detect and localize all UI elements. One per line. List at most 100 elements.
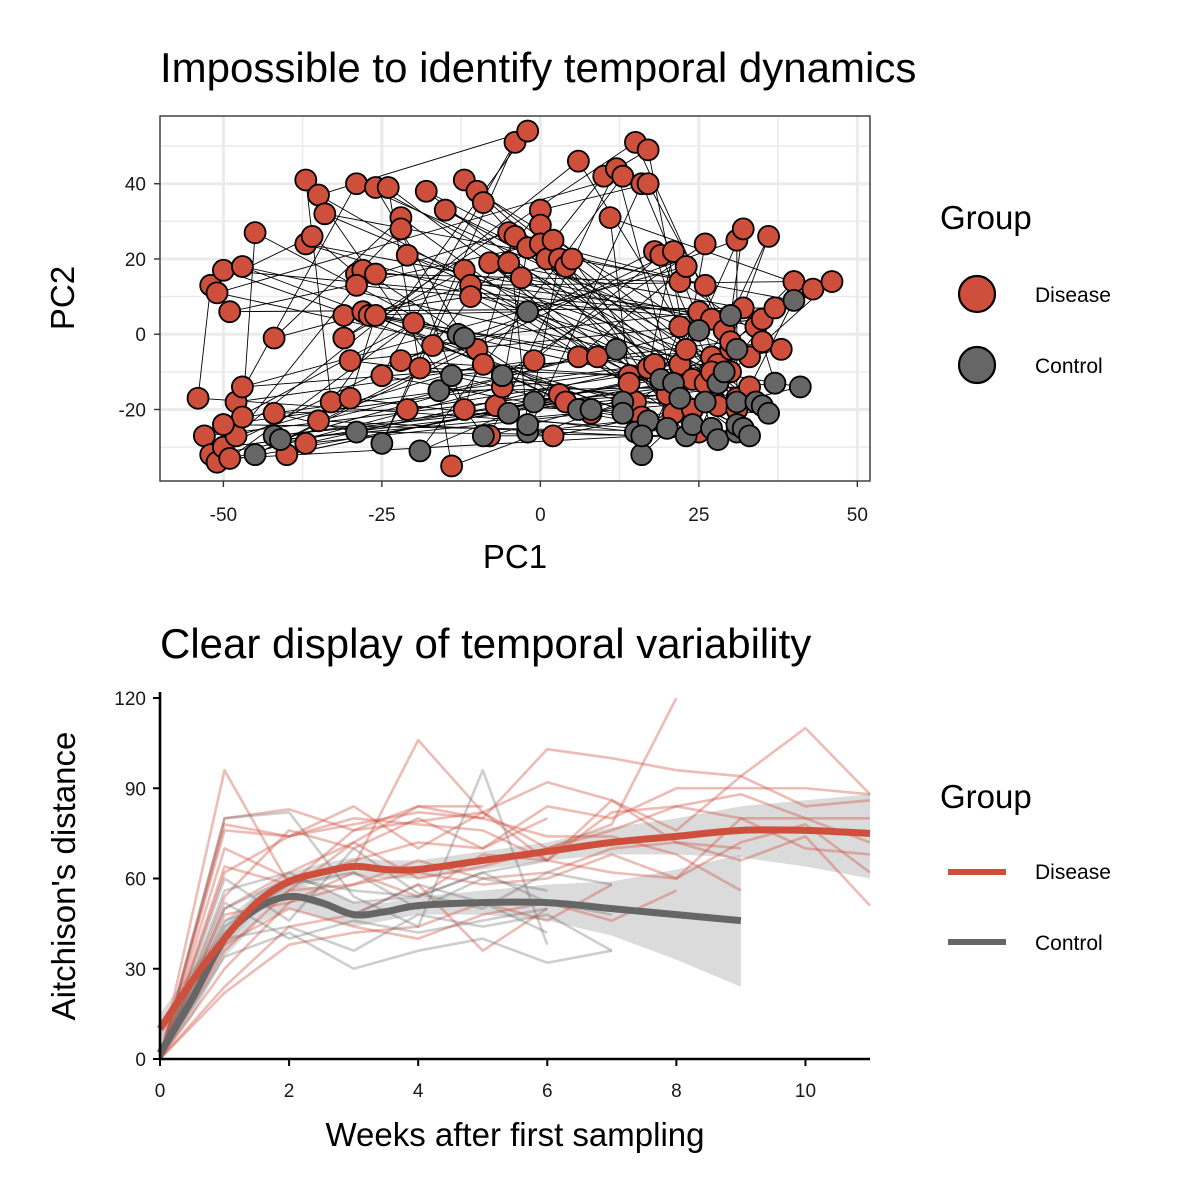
- distance-x-tick-label: 2: [284, 1081, 295, 1102]
- pca-x-tick-label: 25: [688, 505, 709, 526]
- pca-point-control: [605, 337, 628, 361]
- pca-trajectory-segment: [375, 232, 509, 275]
- pca-point-disease: [192, 424, 216, 448]
- pca-point-control: [243, 443, 267, 467]
- pca-trajectory-segment: [273, 217, 402, 339]
- pca-point-disease: [307, 409, 330, 433]
- pca-point-control: [655, 416, 679, 440]
- pca-point-control: [719, 304, 742, 327]
- pca-point-disease: [541, 228, 565, 252]
- pca-trajectory-segment: [216, 175, 623, 294]
- pca-point-control: [269, 428, 292, 452]
- pca-point-disease: [211, 413, 235, 436]
- pca-trajectory-segment: [223, 363, 680, 426]
- distance-x-ticks: 0 2 4 6 8 10: [155, 1059, 816, 1102]
- pca-point-disease: [389, 349, 413, 372]
- distance-line-disease: [158, 768, 548, 1060]
- pca-point-disease: [452, 398, 476, 421]
- pca-point-disease: [566, 345, 590, 369]
- distance-line-disease: [158, 726, 871, 1060]
- pca-point-control: [516, 413, 540, 436]
- distance-line-control: [158, 871, 548, 1060]
- pca-point-disease: [782, 270, 806, 293]
- distance-line-disease: [158, 747, 871, 1060]
- pca-legend-key-control: [957, 345, 997, 385]
- distance-line-disease: [158, 697, 678, 1060]
- distance-line-control: [158, 901, 548, 1060]
- pca-trajectory-segment: [419, 412, 509, 452]
- pca-point-disease: [433, 198, 457, 222]
- pca-trajectory-segment: [615, 168, 674, 384]
- pca-point-disease: [300, 225, 324, 248]
- pca-trajectory-segment: [362, 269, 699, 313]
- pca-point-control: [782, 288, 806, 312]
- pca-point-control: [763, 371, 787, 395]
- pca-point-disease: [408, 356, 432, 380]
- distance-line-disease: [158, 805, 870, 1060]
- pca-point-disease: [218, 300, 242, 324]
- pca-trajectory-segment: [445, 209, 712, 358]
- pca-x-ticks: -50 -25 0 25 50: [210, 481, 868, 526]
- pca-point-disease: [459, 285, 483, 309]
- pca-trajectory-segment: [305, 243, 712, 320]
- pca-point-disease: [478, 251, 502, 275]
- pca-point-control: [370, 431, 394, 455]
- pca-point-control: [725, 390, 749, 414]
- pca-point-control: [687, 319, 711, 342]
- distance-y-ticks: 0 30 60 90 120: [114, 689, 160, 1071]
- pca-scatter-panel: Impossible to identify temporal dynamics…: [44, 44, 1111, 575]
- pca-point-control: [427, 379, 451, 403]
- pca-trajectory-segment: [235, 183, 357, 403]
- pca-legend-key-disease: [957, 274, 997, 314]
- pca-point-disease: [364, 262, 387, 286]
- pca-point-disease: [693, 273, 717, 297]
- pca-point-control: [490, 364, 514, 388]
- pca-point-disease: [611, 164, 635, 188]
- pca-point-disease: [414, 179, 438, 203]
- pca-point-disease: [763, 296, 787, 320]
- pca-point-disease: [313, 202, 337, 226]
- pca-point-disease: [345, 172, 368, 196]
- pca-point-disease: [294, 168, 318, 192]
- pca-y-tick-label: -20: [119, 401, 146, 422]
- pca-point-disease: [662, 240, 685, 263]
- pca-point-disease: [750, 330, 774, 354]
- pca-x-axis-label: PC1: [483, 538, 547, 575]
- distance-smooth-disease: [157, 826, 871, 1031]
- pca-point-disease: [402, 311, 425, 335]
- pca-legend-label-disease: Disease: [1035, 284, 1111, 307]
- pca-point-disease: [319, 390, 343, 414]
- pca-trajectory-segment: [578, 266, 687, 358]
- pca-point-disease: [636, 138, 660, 162]
- pca-point-control: [471, 424, 495, 448]
- pca-point-control: [738, 424, 761, 448]
- distance-legend-label-control: Control: [1035, 932, 1103, 955]
- pca-point-control: [522, 390, 546, 414]
- pca-point-disease: [440, 454, 464, 478]
- pca-point-control: [497, 401, 521, 425]
- pca-point-disease: [307, 183, 330, 207]
- pca-point-disease: [693, 232, 717, 256]
- distance-x-tick-label: 8: [671, 1081, 682, 1102]
- pca-trajectory-segment: [381, 142, 516, 376]
- distance-legend-title: Group: [940, 778, 1032, 815]
- pca-point-disease: [395, 398, 419, 421]
- pca-y-axis-label: PC2: [44, 266, 81, 330]
- pca-trajectory-segment: [229, 322, 414, 459]
- distance-line-control: [158, 913, 613, 1060]
- pca-point-disease: [801, 277, 825, 301]
- pca-point-disease: [769, 337, 793, 361]
- pca-point-control: [516, 300, 540, 324]
- distance-individual-lines: [158, 697, 871, 1060]
- pca-trajectory-segment: [470, 296, 630, 384]
- pca-point-disease: [231, 255, 254, 278]
- pca-trajectory-segment: [552, 175, 605, 241]
- distance-line-disease: [158, 786, 871, 1060]
- distance-line-control: [158, 871, 613, 1060]
- pca-trajectory-segment: [407, 254, 617, 350]
- distance-line-disease: [159, 883, 613, 1060]
- pca-point-disease: [186, 386, 210, 410]
- pca-y-tick-label: 20: [125, 250, 146, 271]
- pca-trajectory-segment: [540, 183, 649, 211]
- distance-y-tick-label: 30: [125, 960, 146, 981]
